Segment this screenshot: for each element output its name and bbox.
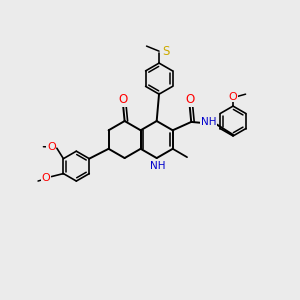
Text: O: O — [41, 173, 50, 183]
Text: S: S — [162, 45, 169, 58]
Text: O: O — [229, 92, 237, 101]
Text: NH: NH — [200, 117, 216, 127]
Text: O: O — [118, 93, 128, 106]
Text: O: O — [185, 93, 194, 106]
Text: NH: NH — [150, 161, 166, 171]
Text: O: O — [47, 142, 56, 152]
